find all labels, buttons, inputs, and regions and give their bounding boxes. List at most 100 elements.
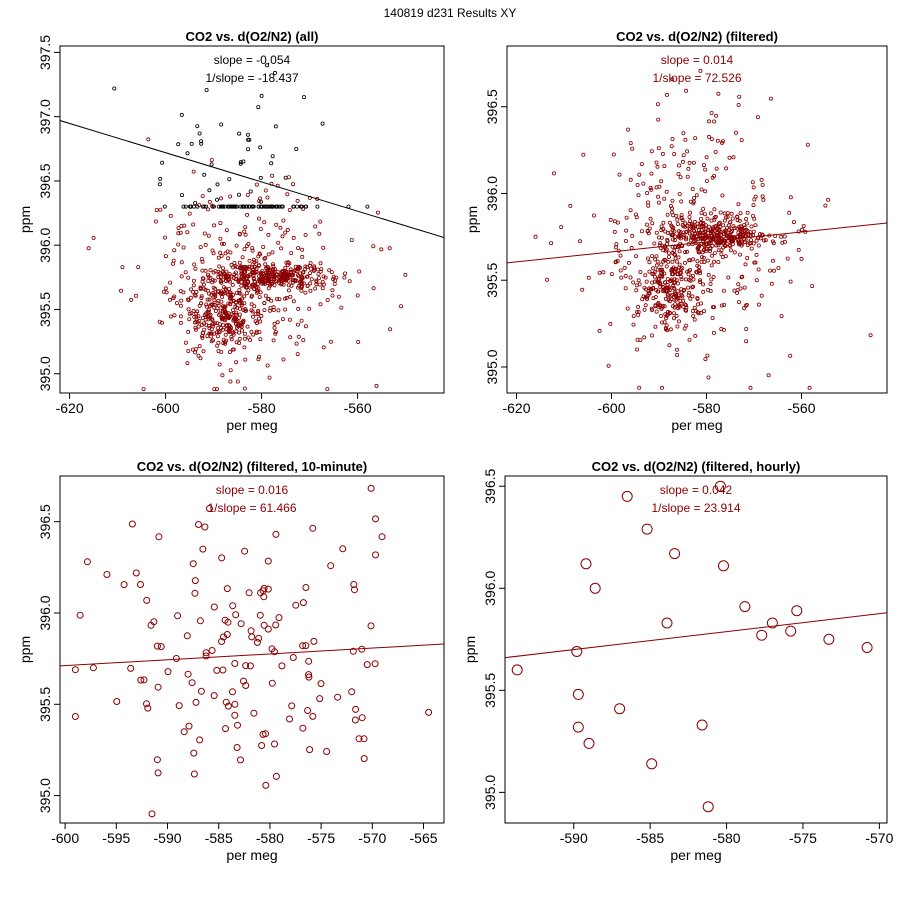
data-point <box>314 282 319 287</box>
data-point <box>716 259 721 264</box>
data-point <box>753 260 758 265</box>
data-point <box>727 155 732 160</box>
data-point <box>332 281 337 286</box>
y-tick-label: 396.0 <box>37 227 53 262</box>
data-point <box>301 95 306 100</box>
data-point <box>702 309 707 314</box>
data-point <box>197 131 202 136</box>
data-point <box>684 235 689 240</box>
data-point <box>273 331 278 336</box>
data-point <box>635 347 640 352</box>
inverse-slope-annotation: 1/slope = 23.914 <box>651 501 740 515</box>
data-point <box>271 307 276 312</box>
data-point <box>766 373 771 378</box>
data-point <box>273 279 278 284</box>
data-point <box>654 160 659 165</box>
data-point <box>681 131 686 136</box>
data-point <box>675 221 680 226</box>
data-point <box>725 225 730 230</box>
data-point <box>664 247 669 252</box>
data-point <box>669 223 674 228</box>
data-point <box>749 238 754 243</box>
data-point <box>703 189 708 194</box>
data-point <box>305 274 310 279</box>
data-point <box>210 278 215 283</box>
data-point <box>708 227 713 232</box>
data-point <box>154 769 162 777</box>
data-point <box>234 321 239 326</box>
x-tick-label: -570 <box>358 830 386 846</box>
data-point <box>636 304 641 309</box>
data-point <box>671 281 676 286</box>
data-point <box>240 677 247 685</box>
data-point <box>286 175 291 180</box>
data-point <box>756 629 768 641</box>
data-point <box>685 269 690 274</box>
data-point <box>622 265 627 270</box>
x-tick-label: -600 <box>152 400 180 416</box>
data-point <box>229 337 234 342</box>
data-point <box>266 297 271 302</box>
data-point <box>318 219 323 224</box>
data-point <box>342 275 347 280</box>
data-point <box>662 196 667 201</box>
data-point <box>223 341 228 346</box>
data-point <box>273 124 278 129</box>
data-point <box>120 265 125 270</box>
data-point <box>216 272 221 277</box>
data-point <box>700 235 705 240</box>
data-point <box>299 724 307 732</box>
data-point <box>745 255 750 260</box>
data-point <box>245 589 253 597</box>
data-point <box>214 330 219 335</box>
data-point <box>272 530 280 538</box>
data-point <box>129 297 134 302</box>
data-point <box>727 243 732 248</box>
data-point <box>287 207 292 212</box>
data-point <box>295 198 300 203</box>
data-point <box>699 259 704 264</box>
data-point <box>252 264 257 269</box>
chart-panel-2: CO2 vs. d(O2/N2) (filtered) slope = 0.014… <box>464 29 888 433</box>
data-point <box>701 255 706 260</box>
data-point <box>226 315 231 320</box>
data-point <box>646 203 651 208</box>
data-point <box>245 192 250 197</box>
data-point <box>242 301 247 306</box>
data-point <box>687 337 692 342</box>
data-point <box>76 611 84 619</box>
data-point <box>699 216 704 221</box>
data-point <box>218 311 223 316</box>
data-point <box>654 263 659 268</box>
data-point <box>716 221 721 226</box>
data-point <box>185 230 190 235</box>
data-point <box>229 334 234 339</box>
data-point <box>228 368 233 373</box>
data-point <box>299 599 307 607</box>
data-point <box>628 208 633 213</box>
data-point <box>751 241 756 246</box>
data-point <box>223 332 228 337</box>
data-point <box>724 215 729 220</box>
data-point <box>207 297 212 302</box>
data-point <box>234 310 239 315</box>
data-point <box>709 218 714 223</box>
data-point <box>678 175 683 180</box>
data-point <box>227 296 232 301</box>
data-point <box>654 254 659 259</box>
data-point <box>201 349 206 354</box>
data-point <box>231 332 236 337</box>
data-point <box>644 222 649 227</box>
data-point <box>701 163 706 168</box>
data-point <box>751 185 756 190</box>
data-point <box>226 292 231 297</box>
data-point <box>692 229 697 234</box>
data-point <box>228 250 233 255</box>
data-point <box>231 700 239 708</box>
data-point <box>665 237 670 242</box>
data-point <box>717 227 722 232</box>
data-point <box>664 316 669 321</box>
data-point <box>234 243 239 248</box>
data-point <box>302 584 310 591</box>
data-point <box>300 247 305 252</box>
